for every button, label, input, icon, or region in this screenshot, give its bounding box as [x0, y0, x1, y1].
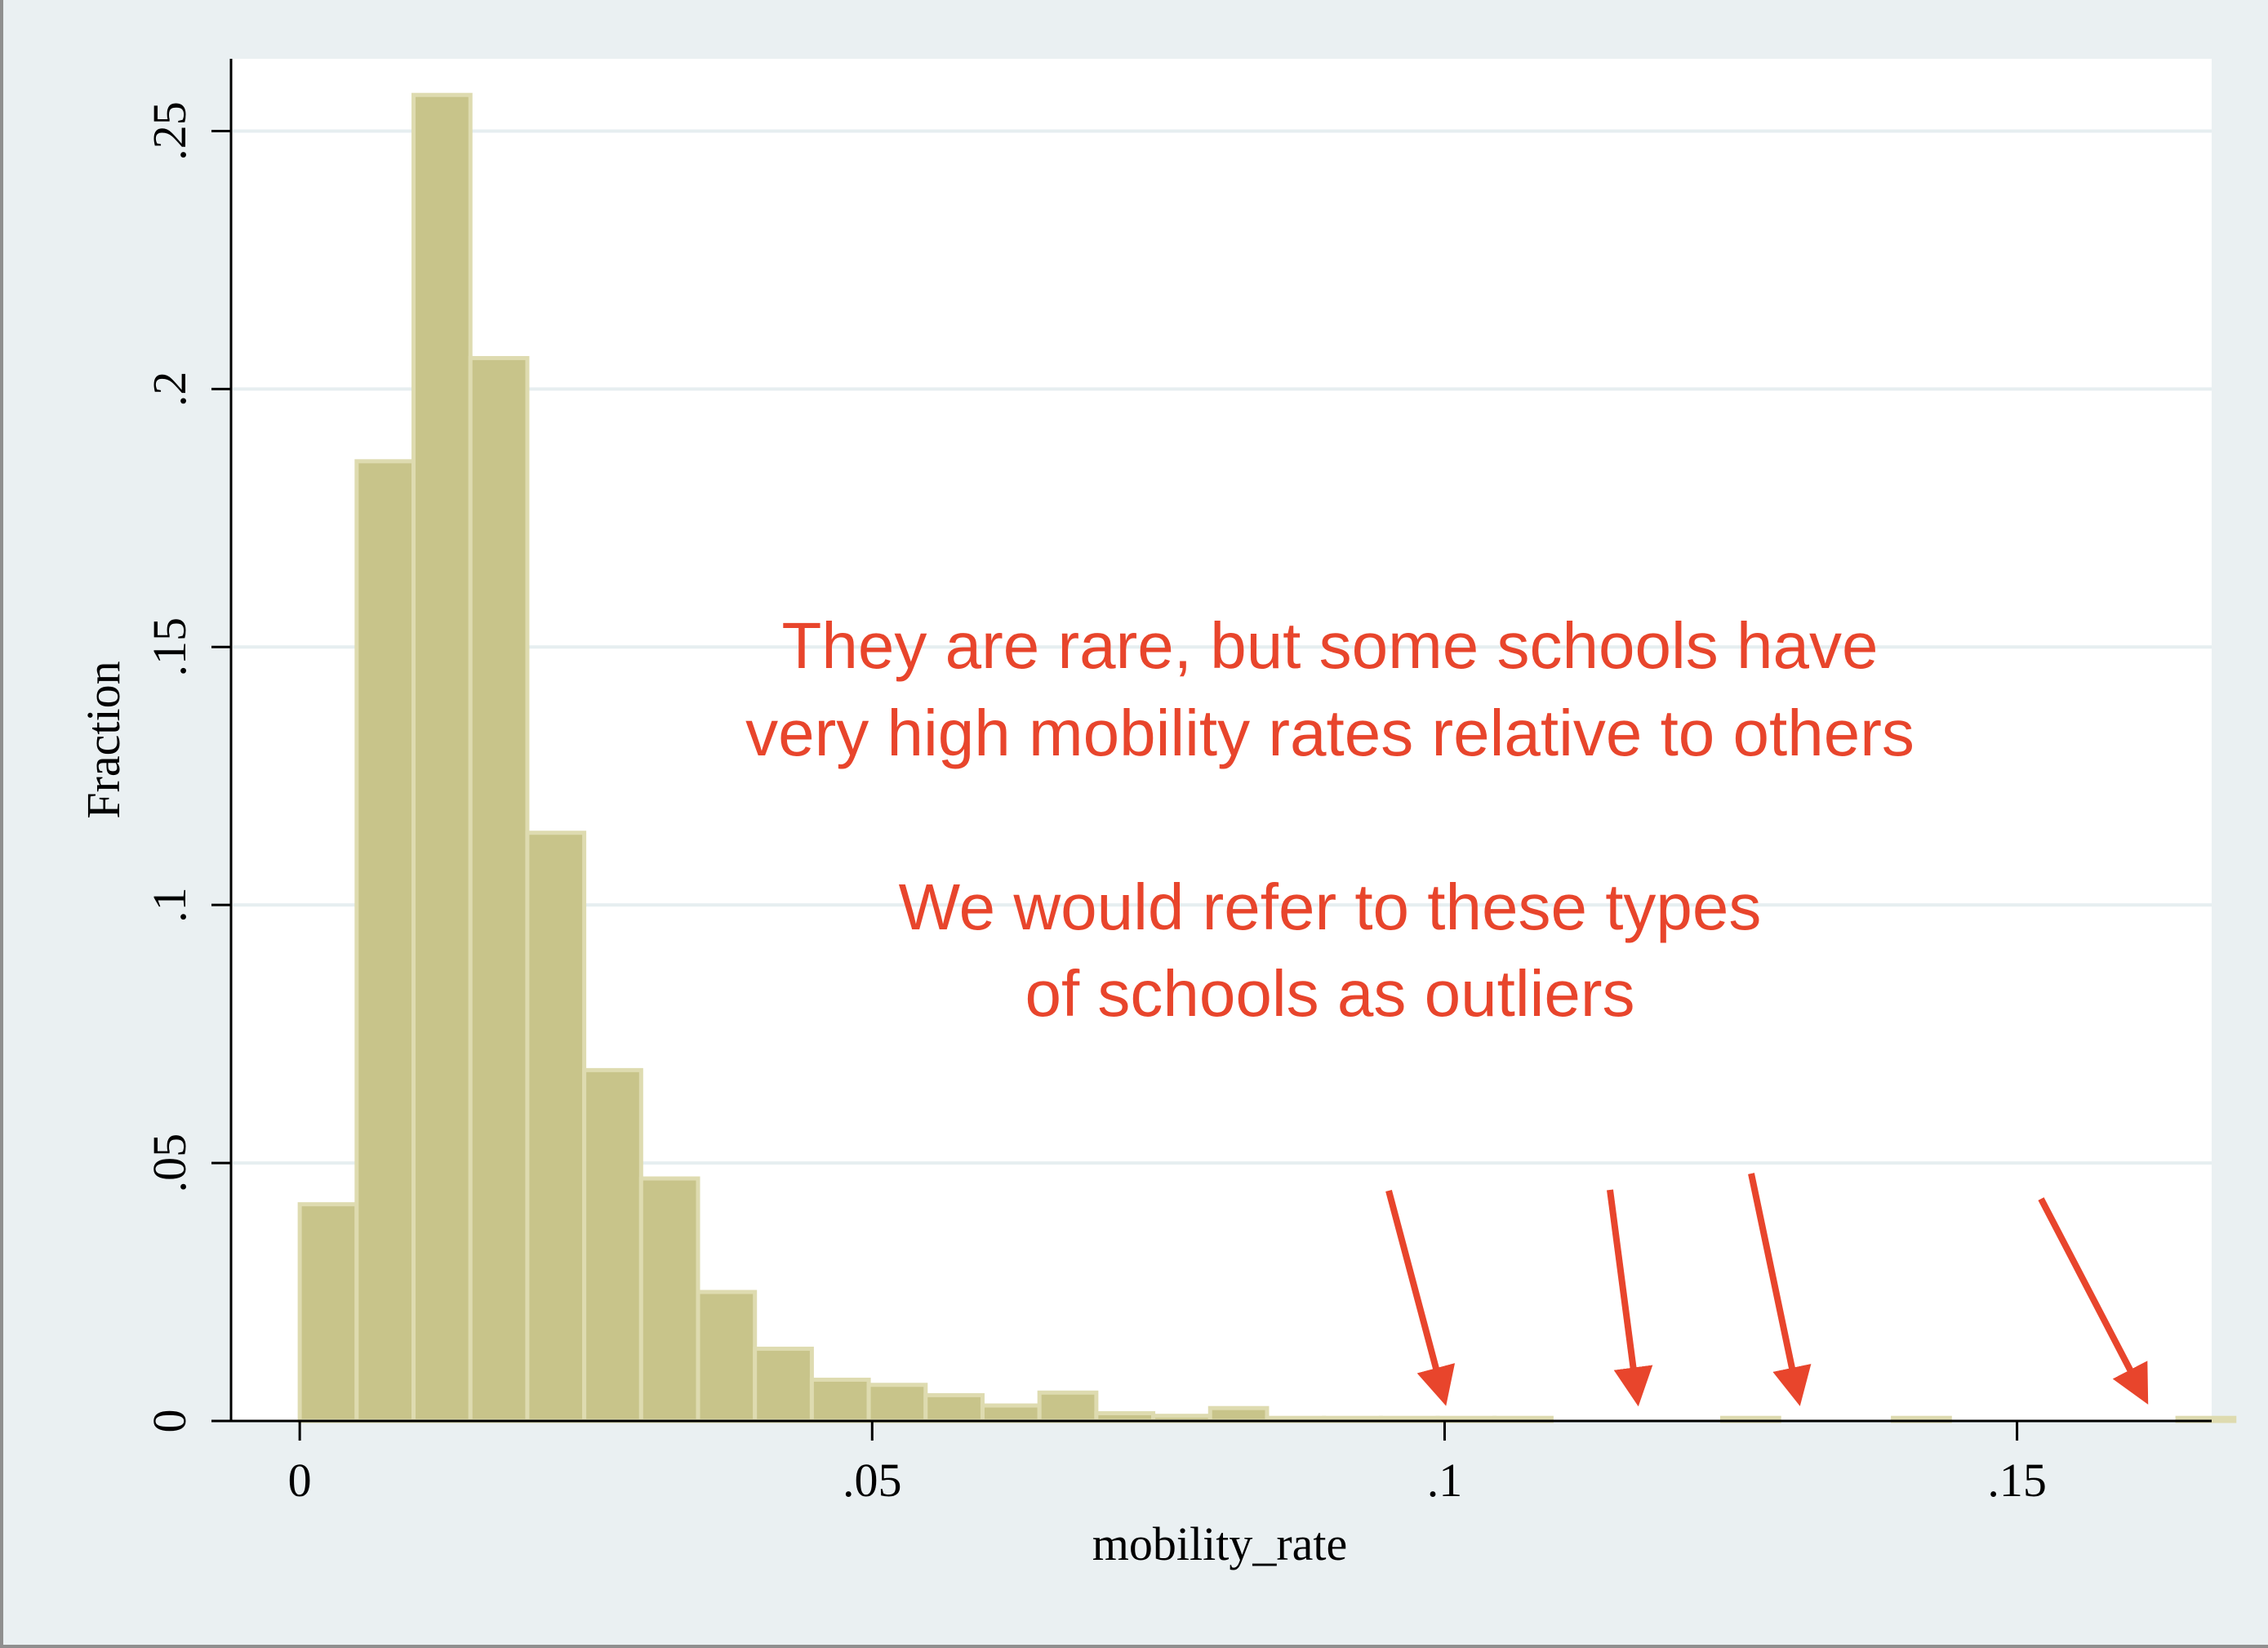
outlier-arrow: [2038, 1197, 2149, 1405]
outlier-arrow: [1748, 1173, 1812, 1406]
histogram-bar: [1037, 1390, 1099, 1423]
x-axis-title: mobility_rate: [1092, 1517, 1348, 1570]
histogram-bar: [525, 831, 587, 1423]
annotation-outliers: We would refer to these types of schools…: [899, 871, 1762, 1030]
histogram-bar: [297, 1202, 359, 1423]
histogram-bar: [354, 459, 416, 1423]
x-tick-label: .15: [1987, 1454, 2047, 1507]
histogram-bar: [866, 1383, 928, 1423]
y-tick-label: .15: [143, 617, 196, 677]
histogram-bars: [297, 92, 2237, 1423]
annotation-line-4: of schools as outliers: [1025, 957, 1634, 1030]
histogram-bar: [696, 1289, 758, 1423]
annotation-line-3: We would refer to these types: [899, 871, 1762, 943]
y-tick-label: .2: [143, 372, 196, 408]
x-tick-label: .1: [1427, 1454, 1463, 1507]
annotation-line-2: very high mobility rates relative to oth…: [745, 697, 1914, 769]
axes: [229, 59, 2212, 1423]
y-tick-label: 0: [143, 1410, 196, 1433]
y-tick-label: .05: [143, 1134, 196, 1193]
x-tick-label: .05: [843, 1454, 902, 1507]
y-axis-title: Fraction: [77, 661, 130, 818]
x-axis-ticks: 0 .05 .1 .15: [288, 1421, 2047, 1507]
y-axis-ticks: 0 .05 .1 .15 .2 .25: [143, 101, 231, 1433]
outlier-arrow: [1385, 1189, 1456, 1406]
annotation-rare-schools: They are rare, but some schools have ver…: [745, 609, 1914, 769]
histogram-bar: [809, 1377, 871, 1423]
y-tick-label: .1: [143, 887, 196, 923]
outlier-arrow: [1607, 1189, 1653, 1407]
histogram-bar: [753, 1347, 814, 1423]
histogram-bar: [582, 1067, 643, 1423]
histogram-bar: [1207, 1405, 1270, 1423]
histogram-bar: [923, 1392, 985, 1423]
histogram-bar: [468, 355, 530, 1423]
y-tick-label: .25: [143, 101, 196, 161]
x-tick-label: 0: [288, 1454, 312, 1507]
annotation-line-1: They are rare, but some schools have: [782, 609, 1879, 682]
histogram-bar: [411, 92, 473, 1423]
outlier-arrows: [1385, 1173, 2149, 1407]
histogram-chart: 0 .05 .1 .15 0 .05 .1 .15 .2 .25 mobility_rate F…: [77, 59, 2237, 1570]
histogram-bar: [980, 1403, 1042, 1423]
histogram-bar: [638, 1176, 700, 1423]
